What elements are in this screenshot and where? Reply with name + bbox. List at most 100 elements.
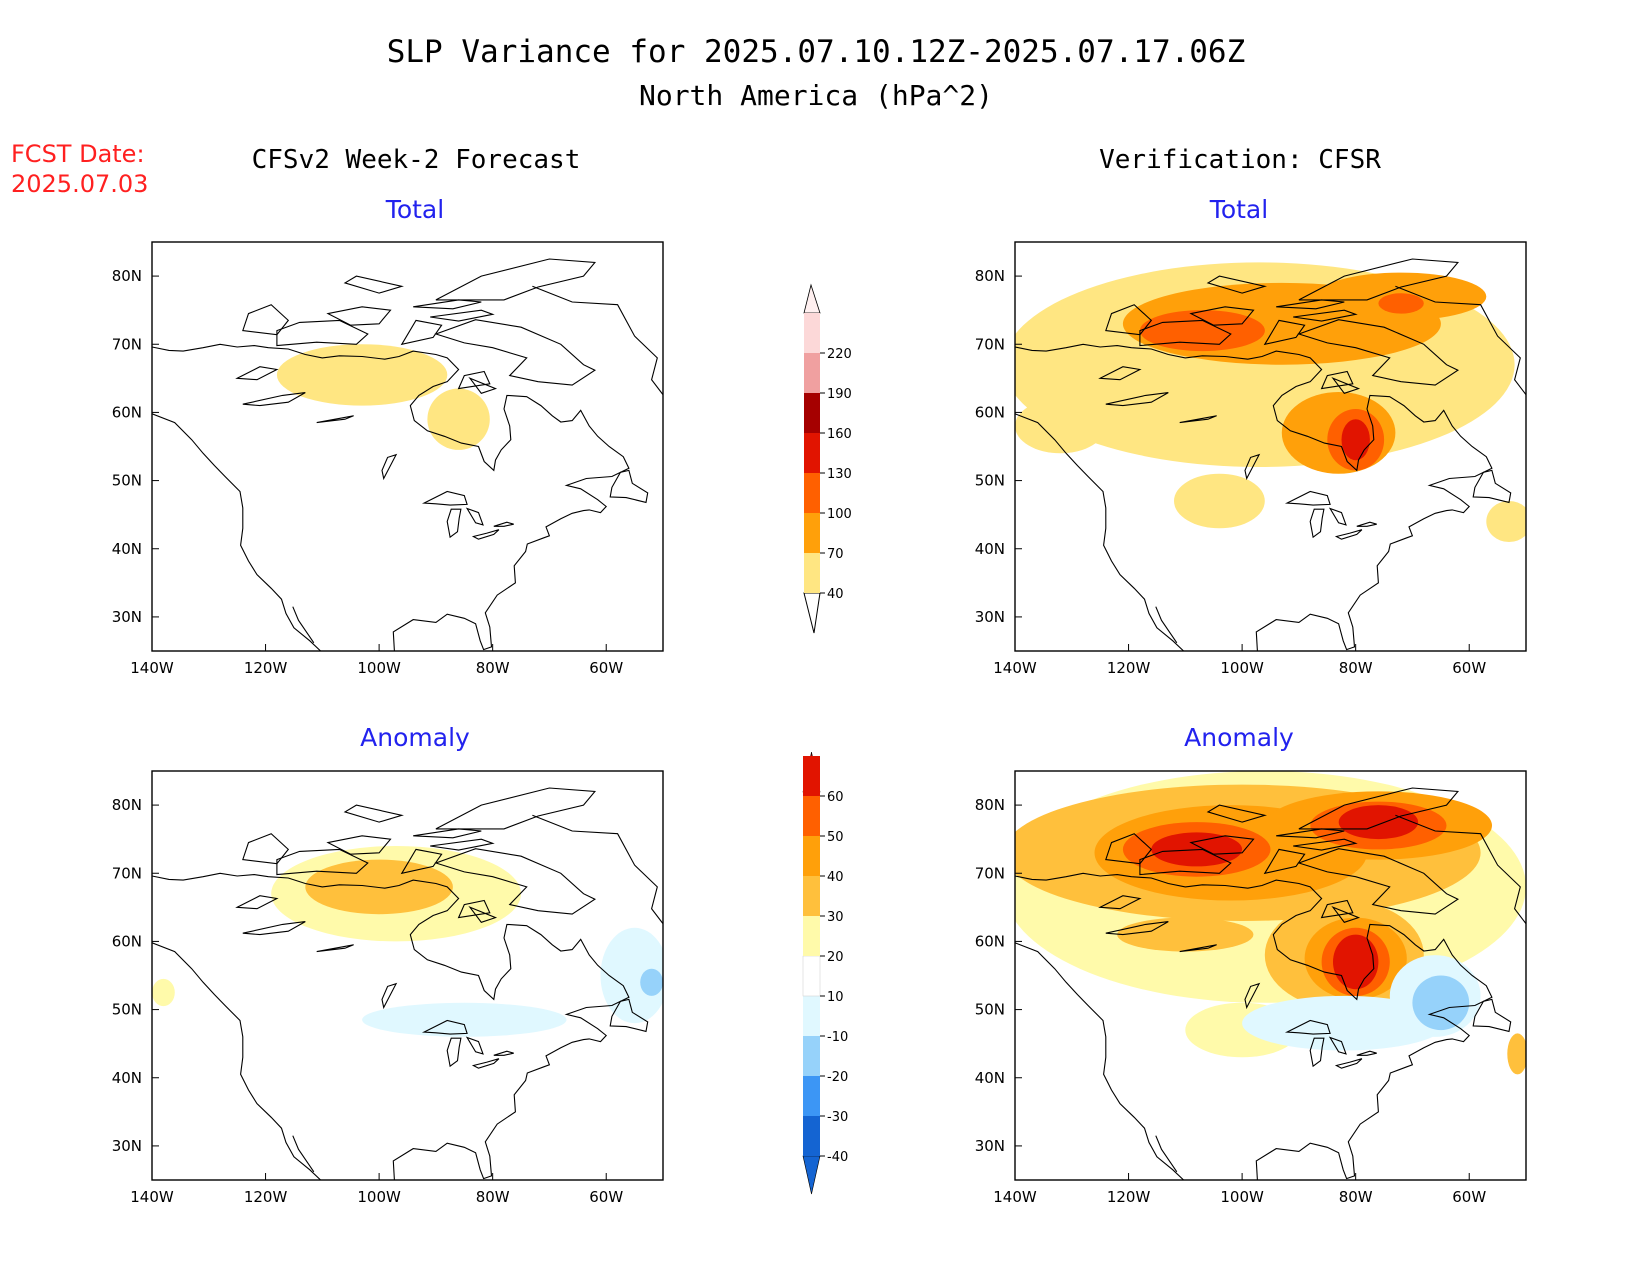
shading-layer: [1015, 262, 1526, 542]
coastline: [1179, 415, 1217, 424]
shaded-region: [152, 978, 175, 1007]
coastline: [1297, 319, 1460, 386]
colorbar-label: -30: [827, 1110, 848, 1125]
lon-tick-label: 100W: [1220, 1188, 1264, 1206]
fcst-date-value: 2025.07.03: [11, 170, 148, 198]
lon-tick-label: 140W: [130, 1188, 174, 1206]
lon-tick-label: 80W: [1339, 1188, 1373, 1206]
coastline: [276, 848, 369, 876]
coastline: [1139, 848, 1232, 876]
lon-tick-label: 100W: [357, 659, 401, 677]
coastline: [400, 848, 443, 875]
shaded-region: [1139, 310, 1265, 352]
coastline: [1276, 828, 1345, 839]
lon-tick-label: 120W: [244, 1188, 288, 1206]
lon-tick-label: 60W: [1452, 1188, 1486, 1206]
lon-tick-label: 80W: [1339, 659, 1373, 677]
shaded-region: [640, 968, 663, 996]
colorbar-swatch: [803, 876, 820, 916]
column-title-forecast: CFSv2 Week-2 Forecast: [252, 145, 581, 175]
lon-tick-label: 80W: [476, 1188, 510, 1206]
coastline-layer: [152, 787, 663, 1180]
coastline: [1179, 944, 1217, 953]
coastline: [493, 521, 514, 527]
coastline: [468, 377, 498, 394]
colorbar-swatch: [804, 553, 820, 593]
coastline: [430, 309, 495, 322]
lat-tick-label: 30N: [975, 1137, 1005, 1155]
colorbar-swatch: [802, 955, 821, 997]
coastline: [1309, 508, 1325, 539]
shaded-region: [1378, 293, 1424, 314]
coastline: [1293, 309, 1358, 322]
coastline: [242, 921, 306, 936]
panel-title-verif-anom: Anomaly: [1184, 723, 1294, 752]
colorbar-swatch: [803, 916, 820, 956]
lat-tick-label: 60N: [975, 403, 1005, 421]
map-background: [152, 242, 663, 651]
colorbar-label: 20: [827, 950, 844, 965]
coastline: [609, 998, 649, 1033]
colorbar-swatch: [803, 1076, 820, 1116]
map-frame: [1014, 241, 1527, 652]
coastline: [1155, 1135, 1178, 1173]
coastline: [457, 899, 491, 919]
coastline: [1105, 833, 1153, 865]
coastline: [1334, 529, 1363, 540]
coastline: [152, 413, 321, 651]
lon-tick-label: 80W: [476, 659, 510, 677]
colorbar-label: 40: [827, 870, 844, 885]
colorbar-label: 60: [827, 790, 844, 805]
coastline: [1098, 366, 1142, 381]
coastline: [316, 415, 354, 424]
shaded-region: [1015, 398, 1106, 454]
coastline: [1334, 1058, 1363, 1069]
coastline: [152, 942, 321, 1180]
shaded-region: [427, 388, 490, 450]
shaded-region: [305, 859, 453, 915]
coastline: [1098, 895, 1142, 910]
map-panel-fcst-anom: 140W 120W 100W 80W 60W 30N 40N 50N 60N 70N 80N: [112, 770, 664, 1206]
coastline: [1206, 275, 1267, 294]
coastline: [235, 895, 279, 910]
coastline-layer: [152, 258, 663, 651]
map-panel-verif-total: 140W 120W 100W 80W 60W 30N 40N 50N 60N 70N 80N: [975, 241, 1527, 677]
coastline: [1298, 787, 1460, 830]
lat-tick-label: 30N: [112, 1137, 142, 1155]
shaded-region: [1338, 805, 1419, 840]
coastline: [1297, 848, 1460, 915]
colorbar-swatch: [803, 796, 820, 836]
lat-tick-label: 70N: [975, 864, 1005, 882]
coastline: [1139, 319, 1232, 347]
colorbar-label: 10: [827, 990, 844, 1005]
coastline: [413, 828, 482, 839]
lat-tick-label: 80N: [975, 267, 1005, 285]
coastline: [1105, 921, 1169, 936]
coastline: [242, 304, 290, 336]
coastline: [1015, 343, 1493, 651]
lat-tick-label: 50N: [112, 1001, 142, 1019]
colorbar-label: 220: [827, 347, 852, 362]
panel-title-fcst-total: Total: [385, 195, 444, 224]
coastline: [326, 306, 392, 326]
lat-tick-label: 70N: [112, 864, 142, 882]
coastline: [400, 319, 443, 346]
colorbar-swatch: [804, 433, 820, 473]
panel-title-fcst-anom: Anomaly: [360, 723, 470, 752]
figure-subtitle: North America (hPa^2): [639, 79, 993, 112]
coastline: [1356, 521, 1377, 527]
coastline: [471, 1058, 500, 1069]
coastline: [1328, 507, 1347, 526]
coastline: [1015, 872, 1493, 1180]
coastline: [242, 392, 306, 407]
coastline: [421, 1019, 468, 1035]
coastline: [1276, 299, 1345, 310]
lon-tick-label: 120W: [1107, 659, 1151, 677]
colorbar-label: -10: [827, 1030, 848, 1045]
coastline: [532, 814, 663, 925]
coastline: [1105, 304, 1153, 336]
shading-layer: [276, 344, 490, 450]
lat-tick-label: 80N: [112, 267, 142, 285]
lat-tick-label: 50N: [975, 472, 1005, 490]
colorbar-swatch: [804, 393, 820, 433]
